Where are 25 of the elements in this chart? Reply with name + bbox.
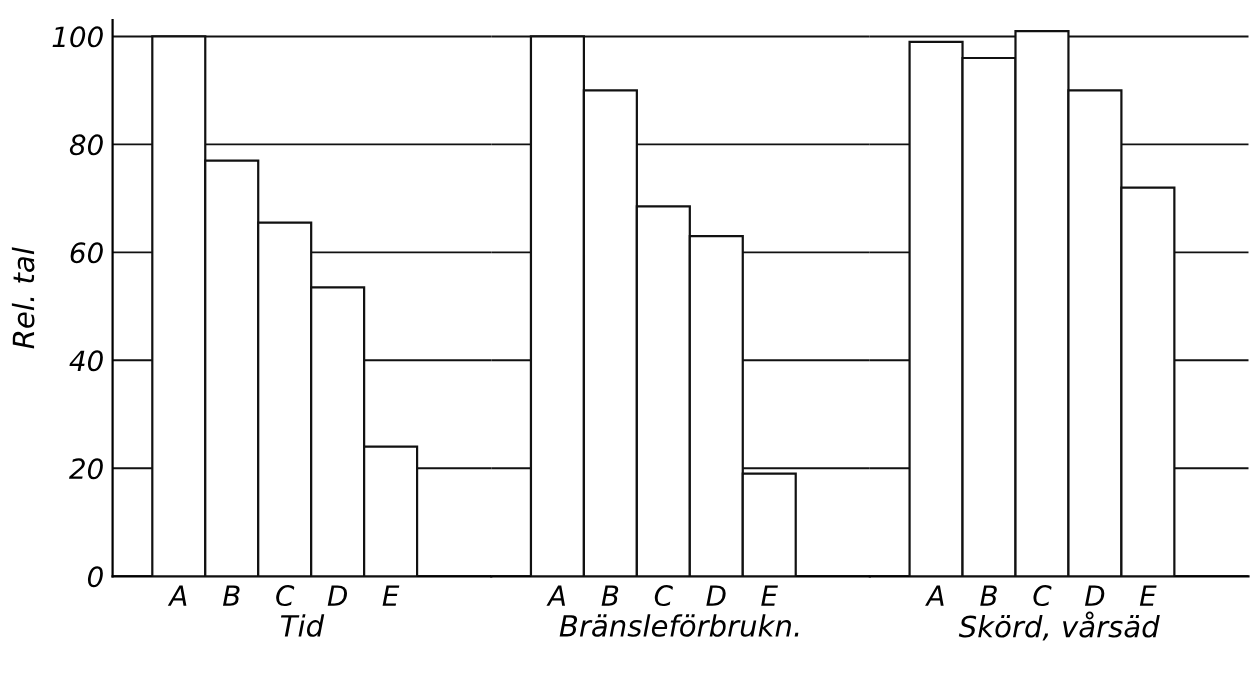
x-tick-label: A (925, 585, 944, 606)
x-tick-label: A (546, 585, 566, 606)
x-axis-title: Tid (280, 614, 325, 637)
y-tick-label: 40 (69, 350, 103, 372)
x-tick-label: B (601, 585, 619, 606)
x-tick-label: A (167, 585, 187, 606)
x-tick-label: C (654, 585, 673, 607)
x-tick-label: D (1084, 585, 1105, 606)
y-tick-label: 100 (52, 26, 103, 48)
y-tick-label: 0 (87, 566, 103, 588)
x-tick-label: E (761, 585, 778, 606)
x-tick-label: E (382, 585, 400, 606)
x-tick-label: E (1139, 585, 1157, 606)
y-tick-label: 20 (69, 458, 103, 480)
x-axis-title: Skörd, vårsäd (958, 611, 1160, 641)
x-tick-label: C (276, 585, 295, 607)
x-tick-label: B (222, 585, 240, 606)
x-tick-label: B (980, 585, 997, 606)
x-tick-label: C (1033, 585, 1052, 607)
x-tick-label: D (327, 585, 348, 606)
x-axis-title: Bränsleförbrukn. (559, 614, 799, 637)
y-tick-label: 80 (69, 134, 103, 156)
x-tick-label: D (706, 585, 726, 606)
y-axis-title: Rel. tal (11, 247, 35, 349)
y-tick-label: 60 (70, 242, 103, 264)
